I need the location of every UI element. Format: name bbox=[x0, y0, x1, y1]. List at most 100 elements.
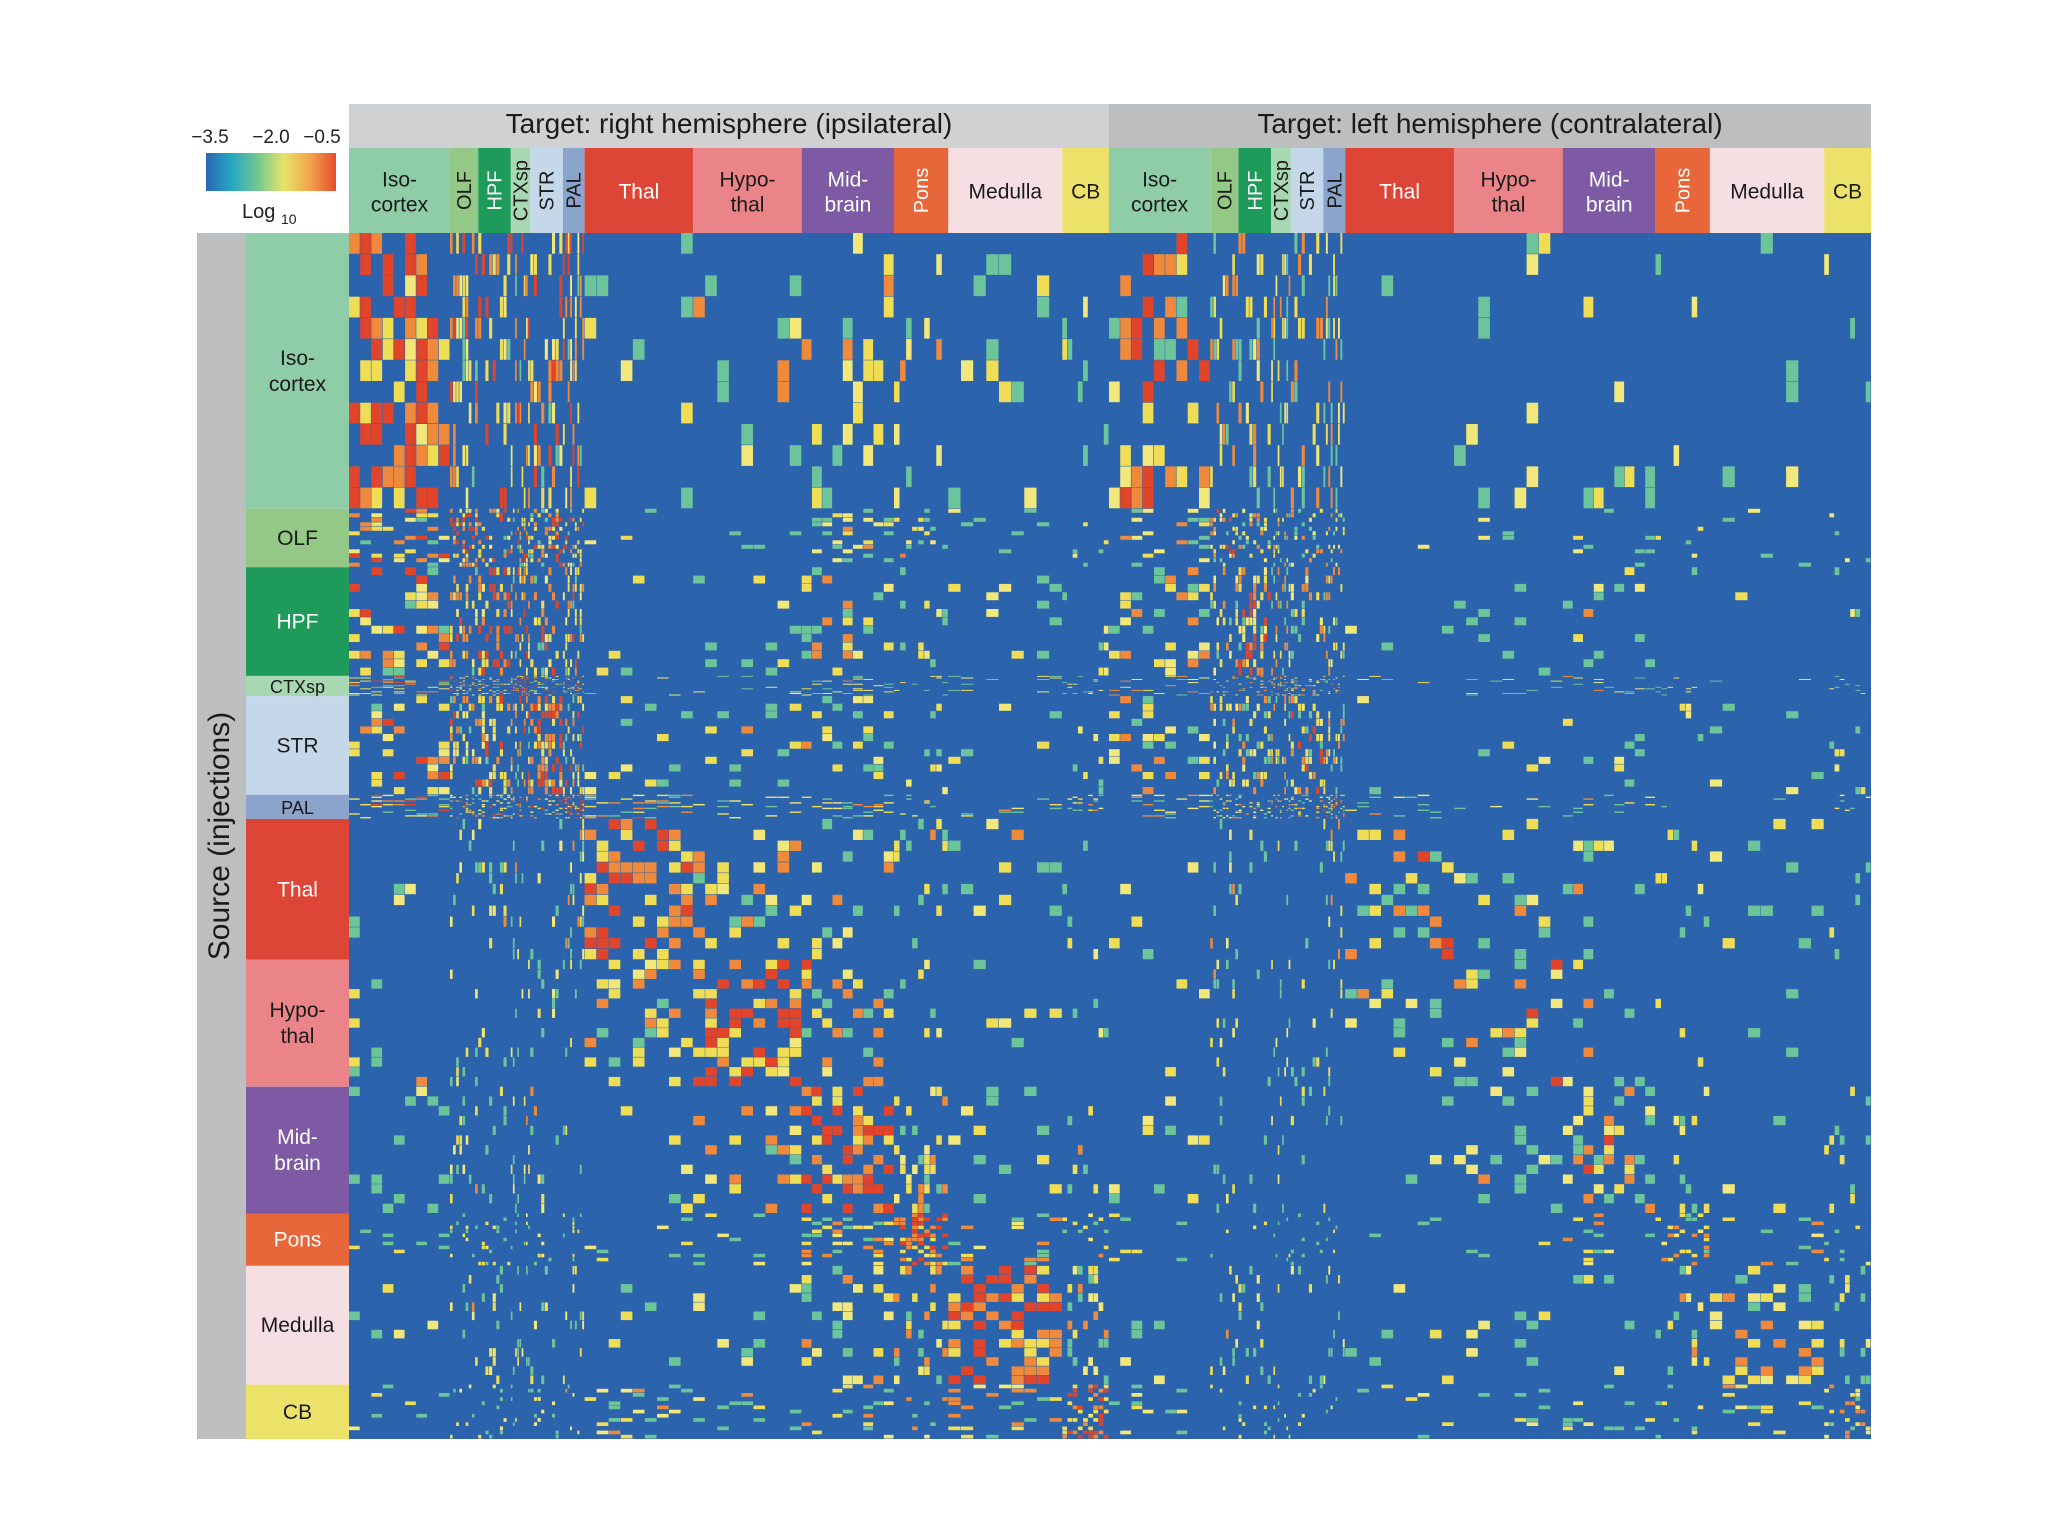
heatmap-cell bbox=[608, 862, 621, 873]
heatmap-cell bbox=[567, 381, 570, 403]
heatmap-cell bbox=[1260, 526, 1264, 531]
heatmap-cell bbox=[1226, 1229, 1229, 1234]
heatmap-cell bbox=[1709, 1311, 1723, 1321]
heatmap-cell bbox=[570, 764, 572, 772]
heatmap-cell bbox=[1393, 1028, 1406, 1038]
heatmap-cell bbox=[1614, 756, 1625, 764]
heatmap-cell bbox=[644, 703, 657, 711]
heatmap-cell bbox=[427, 513, 439, 518]
heatmap-cell bbox=[519, 535, 522, 540]
heatmap-cell bbox=[1235, 600, 1238, 609]
heatmap-cell bbox=[1109, 689, 1120, 691]
heatmap-cell bbox=[1550, 959, 1563, 970]
heatmap-cell bbox=[942, 1217, 948, 1221]
heatmap-cell bbox=[1583, 998, 1594, 1009]
heatmap-cell bbox=[1294, 686, 1298, 688]
heatmap-cell bbox=[459, 677, 462, 679]
heatmap-cell bbox=[842, 526, 853, 531]
heatmap-cell bbox=[1290, 609, 1294, 617]
heatmap-cell bbox=[523, 526, 526, 531]
heatmap-cell bbox=[405, 517, 416, 522]
heatmap-cell bbox=[416, 360, 427, 381]
heatmap-cell bbox=[1325, 756, 1328, 764]
heatmap-cell bbox=[515, 862, 517, 873]
heatmap-cell bbox=[608, 873, 621, 884]
heatmap-cell bbox=[526, 696, 528, 704]
heatmap-cell bbox=[462, 680, 466, 682]
heatmap-cell bbox=[489, 873, 493, 884]
heatmap-cell bbox=[438, 625, 450, 634]
heatmap-cell bbox=[465, 1225, 469, 1230]
heatmap-cell bbox=[450, 689, 453, 691]
heatmap-cell bbox=[427, 1320, 439, 1330]
heatmap-cell bbox=[1154, 800, 1165, 802]
heatmap-cell bbox=[1294, 526, 1298, 531]
heatmap-cell bbox=[894, 1348, 900, 1357]
heatmap-cell bbox=[582, 805, 585, 808]
heatmap-cell bbox=[753, 829, 766, 840]
heatmap-cell bbox=[705, 938, 717, 949]
source-label-line: Pons bbox=[274, 1229, 322, 1252]
heatmap-cell bbox=[789, 445, 802, 466]
heatmap-cell bbox=[930, 1086, 936, 1096]
heatmap-cell bbox=[1049, 1217, 1062, 1221]
heatmap-cell bbox=[523, 1174, 526, 1184]
heatmap-cell bbox=[1249, 718, 1253, 726]
heatmap-cell bbox=[1811, 1405, 1824, 1410]
heatmap-cell bbox=[657, 1405, 669, 1410]
source-band-medulla bbox=[246, 1265, 349, 1385]
heatmap-cell bbox=[496, 794, 500, 797]
heatmap-cell bbox=[496, 1320, 500, 1330]
heatmap-cell bbox=[552, 691, 556, 693]
target-label-line: cortex bbox=[1131, 194, 1189, 217]
heatmap-cell bbox=[961, 1366, 974, 1375]
heatmap-cell bbox=[906, 339, 912, 360]
heatmap-cell bbox=[382, 667, 394, 676]
heatmap-cell bbox=[1165, 254, 1176, 275]
heatmap-cell bbox=[393, 883, 405, 895]
heatmap-cell bbox=[503, 659, 507, 668]
heatmap-cell bbox=[1593, 682, 1604, 684]
heatmap-cell bbox=[544, 575, 548, 584]
heatmap-cell bbox=[1442, 1096, 1454, 1106]
heatmap-cell bbox=[822, 517, 833, 522]
heatmap-cell bbox=[416, 402, 427, 424]
heatmap-cell bbox=[405, 883, 416, 895]
heatmap-cell bbox=[492, 1357, 496, 1366]
heatmap-cell bbox=[1860, 1375, 1866, 1385]
heatmap-cell bbox=[499, 772, 503, 780]
heatmap-cell bbox=[582, 726, 585, 734]
heatmap-cell bbox=[465, 553, 469, 558]
heatmap-cell bbox=[544, 696, 548, 704]
heatmap-cell bbox=[1249, 749, 1253, 757]
heatmap-cell bbox=[1072, 1393, 1078, 1397]
heatmap-cell bbox=[559, 562, 563, 567]
heatmap-cell bbox=[450, 634, 453, 642]
heatmap-cell bbox=[765, 805, 778, 808]
heatmap-cell bbox=[1604, 1194, 1614, 1204]
heatmap-cell bbox=[1865, 1135, 1871, 1145]
heatmap-cell bbox=[1226, 1329, 1229, 1339]
colorbar-label-main: Log bbox=[242, 201, 275, 223]
heatmap-cell bbox=[559, 734, 563, 742]
heatmap-cell bbox=[427, 772, 439, 780]
heatmap-cell bbox=[544, 531, 548, 536]
heatmap-cell bbox=[1614, 1366, 1625, 1375]
heatmap-cell bbox=[1328, 807, 1331, 810]
heatmap-cell bbox=[544, 642, 548, 651]
heatmap-cell bbox=[519, 544, 522, 549]
heatmap-cell bbox=[555, 817, 559, 819]
heatmap-cell bbox=[1573, 1217, 1583, 1221]
heatmap-cell bbox=[912, 683, 918, 685]
heatmap-cell bbox=[873, 805, 884, 808]
target-label-ipsi-thal: Thal bbox=[618, 181, 659, 204]
heatmap-cell bbox=[1275, 805, 1278, 808]
heatmap-cell bbox=[570, 1320, 572, 1330]
heatmap-cell bbox=[541, 553, 545, 558]
heatmap-cell bbox=[541, 756, 545, 764]
heatmap-cell bbox=[822, 1225, 833, 1230]
heatmap-cell bbox=[900, 600, 906, 609]
heatmap-cell bbox=[1226, 772, 1229, 780]
heatmap-cell bbox=[1232, 513, 1235, 518]
heatmap-cell bbox=[1263, 689, 1267, 691]
